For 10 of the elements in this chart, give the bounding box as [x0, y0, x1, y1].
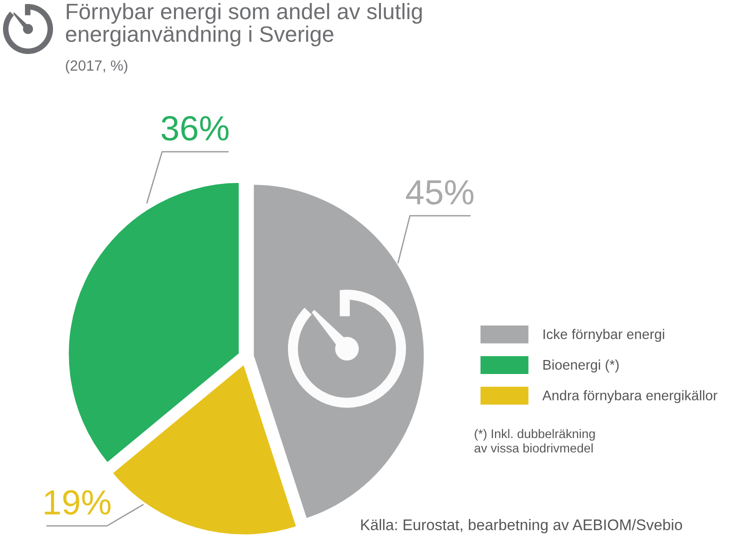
chart-subtitle: (2017, %)	[66, 60, 128, 74]
data-label: 45%	[406, 180, 474, 205]
chart-title: Förnybar energi som andel av slutlig energianvändning i Sverige	[66, 3, 422, 46]
legend-label: Andra förnybara energikällor	[542, 390, 718, 404]
legend-label: Bioenergi (*)	[543, 360, 619, 372]
legend-label: Icke förnybar energi	[544, 328, 664, 342]
text: (*) Inkl. dubbelräkning av vissa biodrivmedel	[474, 429, 595, 453]
data-label: 19%	[44, 490, 111, 515]
text: Källa: Eurostat, bearbetning av AEBIOM/Svebio	[361, 519, 682, 534]
data-label: 36%	[162, 116, 229, 141]
